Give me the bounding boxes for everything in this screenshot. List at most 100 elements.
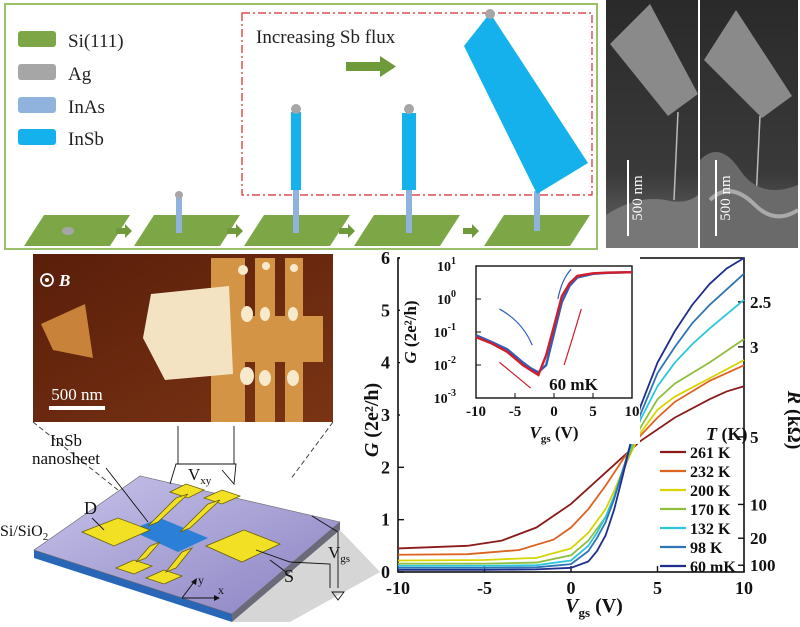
right-tick-label: 2.5 (750, 293, 771, 312)
sweep-up-arrow-icon (557, 268, 572, 300)
inset-x-tick-label: -10 (466, 404, 486, 420)
source-label: S (284, 566, 294, 586)
legend-swatch-inas (18, 97, 56, 113)
y-tick-label: 0 (381, 562, 390, 582)
nanosheet-label-line1: InSb (50, 431, 82, 450)
series-line (397, 364, 745, 556)
legend-label: 232 K (690, 464, 731, 481)
inset-x-tick-label: 5 (589, 404, 597, 420)
afm-scale-label: 500 nm (51, 385, 102, 404)
ag-droplet (62, 227, 74, 235)
inset-series-line (475, 270, 633, 377)
right-tick-label: 10 (750, 495, 767, 514)
insb-nanosheet (464, 9, 588, 231)
y-tick-label: 4 (381, 353, 390, 373)
inas-nanowire (175, 191, 183, 233)
legend-label: 98 K (690, 540, 723, 557)
axis-x-label: x (218, 583, 224, 597)
y-tick-label: 6 (381, 250, 390, 268)
magnetic-field-icon (40, 273, 54, 287)
legend-swatch-ag (18, 64, 56, 80)
right-tick-label: 3 (750, 338, 759, 357)
substrate-row (24, 215, 590, 246)
x-tick-label: 5 (653, 578, 662, 598)
legend-label-inas: InAs (68, 97, 105, 118)
y-tick-label: 3 (381, 405, 390, 425)
sem-scale-left: 500 nm (630, 175, 646, 221)
growth-panel: Si(111) Ag InAs InSb Increasing Sb flux (4, 3, 598, 250)
x-axis-label: Vgs (V) (565, 595, 623, 620)
substrate-platform (134, 215, 240, 246)
inset-y-tick-label: 100 (437, 289, 456, 308)
afm-scale-bar (49, 406, 105, 410)
x-tick-label: -10 (386, 578, 410, 598)
substrate-label: Si/SiO2 (0, 523, 48, 543)
flux-region-box (241, 12, 593, 196)
vxy-label: Vxy (188, 465, 212, 487)
inset-y-tick-label: 10-2 (434, 355, 456, 374)
nanosheet-label-line2: nanosheet (32, 449, 100, 468)
axis-y-label: y (198, 573, 204, 587)
sweep-down-arrow-icon (563, 308, 582, 366)
axis-indicator (181, 578, 220, 601)
substrate-platform (24, 215, 130, 246)
legend-label: 170 K (690, 502, 731, 519)
right-tick-label: 20 (750, 529, 767, 548)
legend-label-insb: InSb (68, 129, 104, 150)
insb-nanowire (291, 104, 301, 233)
x-tick-label: -5 (477, 578, 492, 598)
y-tick-label: 1 (381, 510, 390, 530)
sweep-up-arrow-icon (499, 308, 533, 346)
series-line (398, 257, 745, 571)
sem-image-left: 500 nm (606, 0, 698, 248)
legend-label: 261 K (690, 445, 731, 462)
legend-label: 60 mK (690, 559, 736, 576)
inset-x-tick-label: -5 (509, 404, 522, 420)
inset-y-tick-label: 10-3 (434, 388, 456, 407)
inset-y-tick-label: 101 (437, 256, 456, 275)
step-arrow-icon (116, 224, 132, 238)
growth-schematic: Si(111) Ag InAs InSb Increasing Sb flux (18, 9, 593, 246)
y-axis-label: G (2e²/h) (361, 383, 383, 457)
right-tick-label: 5 (750, 428, 759, 447)
series-line (397, 385, 745, 550)
afm-topography: B 500 nm (33, 254, 333, 422)
step-arrow-icon (463, 224, 479, 238)
ground-icon (331, 591, 345, 601)
legend-swatch-insb (18, 129, 56, 145)
x-tick-label: 0 (567, 578, 576, 598)
legend-label-si: Si(111) (68, 31, 124, 52)
legend-title: T (K) (706, 424, 748, 445)
right-axis-label: R (kΩ) (783, 390, 800, 450)
device-schematic: InSb nanosheet D Si/SiO2 S Vxy Vgs x y (0, 421, 390, 622)
series-line (398, 273, 745, 569)
step-arrow-icon (227, 224, 243, 238)
legend-swatch-si (18, 31, 56, 47)
conductance-chart: G (2e²/h) Vgs (V) R (kΩ) -10-50510012345… (350, 248, 800, 622)
sem-nanosheet-left: 500 nm (606, 0, 698, 248)
step-arrow-icon (339, 224, 355, 238)
right-tick-label: 100 (750, 556, 776, 575)
sem-nanosheet-right: 500 nm (700, 0, 798, 248)
inset-y-tick-label: 10-1 (434, 322, 456, 341)
insb-nanowire-wider (402, 104, 416, 233)
afm-image: B 500 nm (33, 254, 333, 422)
legend-label: 200 K (690, 483, 731, 500)
inset-x-tick-label: 10 (625, 404, 640, 420)
device-drawing: InSb nanosheet D Si/SiO2 S Vxy Vgs x y (0, 421, 380, 622)
sweep-down-arrow-icon (499, 361, 531, 389)
inset-annotation: 60 mK (549, 375, 598, 394)
legend-label: 132 K (690, 521, 731, 538)
conductance-plot: G (2e²/h) Vgs (V) R (kΩ) -10-50510012345… (361, 248, 800, 620)
sem-image-right: 500 nm (700, 0, 798, 248)
y-tick-label: 2 (381, 457, 390, 477)
legend-label-ag: Ag (68, 64, 92, 85)
x-tick-label: 10 (735, 578, 753, 598)
flux-arrow-icon (346, 56, 396, 77)
y-tick-label: 5 (381, 300, 390, 320)
inset-x-axis-label: Vgs (V) (530, 423, 579, 445)
afm-field-label: B (58, 271, 70, 290)
inset-y-axis-label: G (2e²/h) (401, 300, 420, 363)
flux-label: Increasing Sb flux (256, 27, 396, 48)
inset-background (400, 256, 640, 444)
